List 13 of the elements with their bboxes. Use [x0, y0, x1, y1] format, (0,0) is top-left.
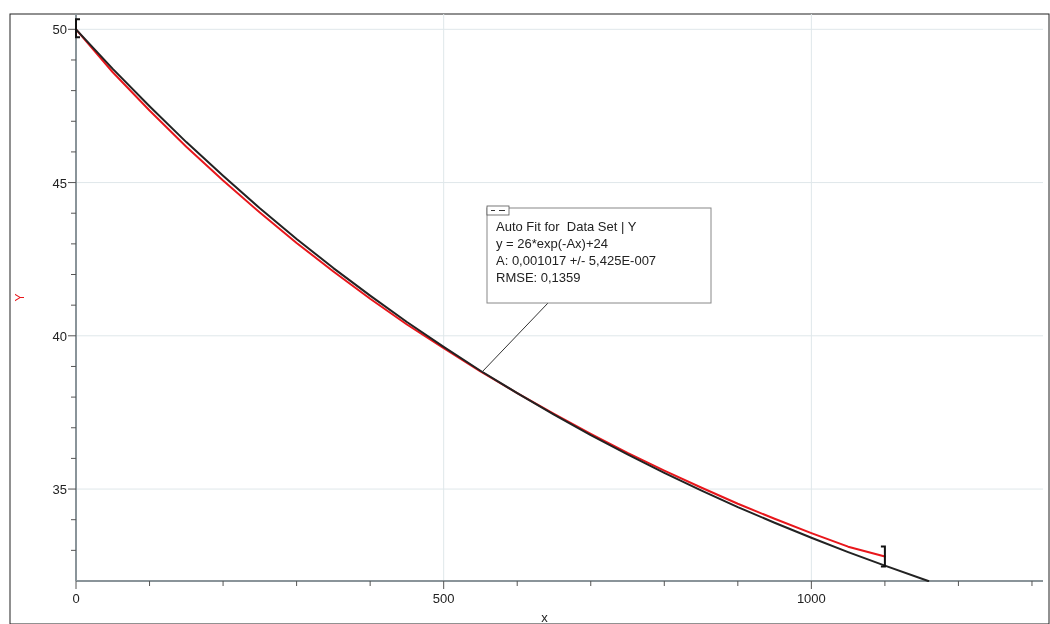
- x-tick-label: 500: [432, 591, 455, 606]
- y-axis-title: Y: [13, 293, 27, 302]
- x-tick-label: 0: [72, 591, 80, 606]
- annotation: Auto Fit for Data Set | Y: [496, 219, 637, 234]
- x-tick-label: 1000: [796, 591, 826, 606]
- annotation: RMSE: 0,1359: [496, 270, 581, 285]
- y-tick-label: 45: [52, 175, 67, 191]
- y-tick-label: 50: [52, 22, 67, 38]
- annotation: y = 26*exp(-Ax)+24: [496, 236, 609, 251]
- y-tick-label: 35: [52, 482, 67, 498]
- annotation: A: 0,001017 +/- 5,425E-007: [496, 253, 657, 268]
- y-tick-label: 40: [52, 328, 67, 344]
- x-axis-title: x: [541, 610, 549, 624]
